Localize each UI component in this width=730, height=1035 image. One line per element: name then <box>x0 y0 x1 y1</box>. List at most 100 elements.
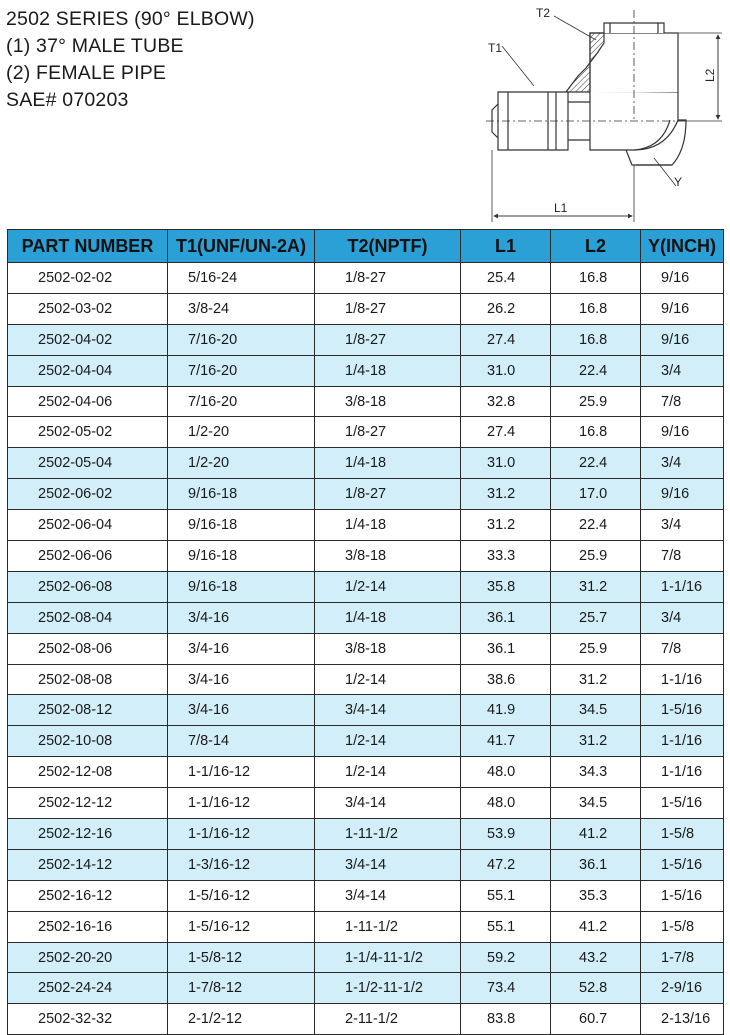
part-number-cell: 2502-05-04 <box>7 447 168 480</box>
series-end-2: (2) FEMALE PIPE <box>6 62 167 84</box>
table-row: 2502-06-04 9/16-18 1/4-18 31.2 22.4 3/4 <box>7 509 724 542</box>
l2-cell: 31.2 <box>550 725 641 758</box>
y-cell: 2-9/16 <box>640 972 724 1005</box>
y-cell: 1-1/16 <box>640 756 724 789</box>
part-number-cell: 2502-08-04 <box>7 601 168 634</box>
l2-cell: 22.4 <box>550 509 641 542</box>
y-cell: 9/16 <box>640 478 724 511</box>
l2-cell: 16.8 <box>550 292 641 325</box>
table-row: 2502-08-04 3/4-16 1/4-18 36.1 25.7 3/4 <box>7 601 724 634</box>
t2-cell: 3/8-18 <box>314 540 461 572</box>
t2-cell: 1/8-27 <box>314 416 461 449</box>
t2-cell: 1/8-27 <box>314 323 461 356</box>
l2-cell: 31.2 <box>550 570 641 603</box>
t2-cell: 1/8-27 <box>314 262 461 294</box>
l2-cell: 34.5 <box>550 787 641 820</box>
male-tube <box>497 91 569 151</box>
t2-cell: 1/4-18 <box>314 447 461 480</box>
part-number-cell: 2502-32-32 <box>7 1003 168 1035</box>
l2-cell: 16.8 <box>550 323 641 356</box>
l1-cell: 83.8 <box>460 1003 551 1035</box>
col-part-number: PART NUMBER <box>7 229 168 263</box>
l2-cell: 25.9 <box>550 632 641 665</box>
l1-cell: 31.2 <box>460 509 551 542</box>
t1-cell: 7/16-20 <box>167 385 315 418</box>
l1-cell: 73.4 <box>460 972 551 1005</box>
t2-cell: 2-11-1/2 <box>314 1003 461 1035</box>
table-row: 2502-03-02 3/8-24 1/8-27 26.2 16.8 9/16 <box>7 292 724 325</box>
t2-cell: 1/4-18 <box>314 354 461 387</box>
y-cell: 1-1/16 <box>640 725 724 758</box>
t2-cell: 1-11-1/2 <box>314 910 461 943</box>
l1-cell: 47.2 <box>460 848 551 881</box>
table-row: 2502-08-06 3/4-16 3/8-18 36.1 25.9 7/8 <box>7 632 724 665</box>
l2-cell: 36.1 <box>550 848 641 881</box>
l2-cell: 34.3 <box>550 756 641 789</box>
l2-cell: 41.2 <box>550 818 641 850</box>
part-number-cell: 2502-16-16 <box>7 910 168 943</box>
l1-cell: 32.8 <box>460 385 551 418</box>
t1-cell: 1-5/16-12 <box>167 910 315 943</box>
t2-cell: 1/8-27 <box>314 292 461 325</box>
l1-cell: 27.4 <box>460 323 551 356</box>
table-row: 2502-06-06 9/16-18 3/8-18 33.3 25.9 7/8 <box>7 540 724 572</box>
table-row: 2502-14-12 1-3/16-12 3/4-14 47.2 36.1 1-5/16 <box>7 848 724 881</box>
y-cell: 3/4 <box>640 447 724 480</box>
t1-cell: 2-1/2-12 <box>167 1003 315 1035</box>
part-number-cell: 2502-24-24 <box>7 972 168 1005</box>
y-cell: 1-1/16 <box>640 570 724 603</box>
table-row: 2502-04-02 7/16-20 1/8-27 27.4 16.8 9/16 <box>7 323 724 356</box>
table-row: 2502-10-08 7/8-14 1/2-14 41.7 31.2 1-1/16 <box>7 725 724 758</box>
t1-cell: 1/2-20 <box>167 447 315 480</box>
table-row: 2502-02-02 5/16-24 1/8-27 25.4 16.8 9/16 <box>7 262 724 294</box>
table-row: 2502-08-08 3/4-16 1/2-14 38.6 31.2 1-1/16 <box>7 663 724 696</box>
t1-cell: 5/16-24 <box>167 262 315 294</box>
section-hatch <box>564 32 605 93</box>
series-header: 2502 SERIES (90° ELBOW) (1) 37° MALE TUB… <box>6 6 476 114</box>
y-cell: 9/16 <box>640 416 724 449</box>
label-y: Y <box>674 175 682 189</box>
table-row: 2502-05-02 1/2-20 1/8-27 27.4 16.8 9/16 <box>7 416 724 449</box>
t2-cell: 1/4-18 <box>314 509 461 542</box>
series-end-1: (1) 37° MALE TUBE <box>6 35 184 57</box>
y-cell: 1-5/16 <box>640 848 724 881</box>
l1-cell: 31.0 <box>460 447 551 480</box>
series-title: 2502 SERIES (90° ELBOW) <box>6 8 255 30</box>
y-cell: 9/16 <box>640 262 724 294</box>
col-l2: L2 <box>550 229 641 263</box>
table-row: 2502-04-04 7/16-20 1/4-18 31.0 22.4 3/4 <box>7 354 724 387</box>
t2-cell: 1-1/4-11-1/2 <box>314 941 461 974</box>
l1-cell: 35.8 <box>460 570 551 603</box>
y-cell: 1-1/16 <box>640 663 724 696</box>
y-cell: 7/8 <box>640 385 724 418</box>
l1-cell: 33.3 <box>460 540 551 572</box>
table-row: 2502-32-32 2-1/2-12 2-11-1/2 83.8 60.7 2-13/1… <box>7 1003 724 1035</box>
t1-cell: 1-1/16-12 <box>167 756 315 789</box>
table-row: 2502-20-20 1-5/8-12 1-1/4-11-1/2 59.2 43.2 1-… <box>7 941 724 974</box>
t1-cell: 1/2-20 <box>167 416 315 449</box>
t2-cell: 1-11-1/2 <box>314 818 461 850</box>
part-number-cell: 2502-08-12 <box>7 694 168 727</box>
l1-cell: 25.4 <box>460 262 551 294</box>
sae-number: SAE# 070203 <box>6 89 129 111</box>
t2-cell: 1/2-14 <box>314 725 461 758</box>
t1-cell: 3/4-16 <box>167 632 315 665</box>
l1-cell: 38.6 <box>460 663 551 696</box>
col-t2: T2(NPTF) <box>314 229 461 263</box>
table-row: 2502-16-12 1-5/16-12 3/4-14 55.1 35.3 1-5/16 <box>7 879 724 912</box>
part-number-cell: 2502-04-06 <box>7 385 168 418</box>
part-number-cell: 2502-05-02 <box>7 416 168 449</box>
l1-cell: 55.1 <box>460 879 551 912</box>
table-header-row: PART NUMBER T1(UNF/UN-2A) T2(NPTF) L1 L2… <box>7 229 724 263</box>
elbow-fitting-drawing: T2 T1 L2 Y L1 <box>486 6 722 222</box>
part-number-cell: 2502-06-04 <box>7 509 168 542</box>
table-row: 2502-16-16 1-5/16-12 1-11-1/2 55.1 41.2 1-5/8 <box>7 910 724 943</box>
l1-cell: 26.2 <box>460 292 551 325</box>
y-cell: 1-5/16 <box>640 879 724 912</box>
l2-cell: 43.2 <box>550 941 641 974</box>
col-y: Y(INCH) <box>640 229 724 263</box>
part-number-cell: 2502-06-02 <box>7 478 168 511</box>
y-cell: 1-5/8 <box>640 910 724 943</box>
table-body: 2502-02-02 5/16-24 1/8-27 25.4 16.8 9/16 2502-… <box>7 262 724 1035</box>
t1-cell: 9/16-18 <box>167 570 315 603</box>
